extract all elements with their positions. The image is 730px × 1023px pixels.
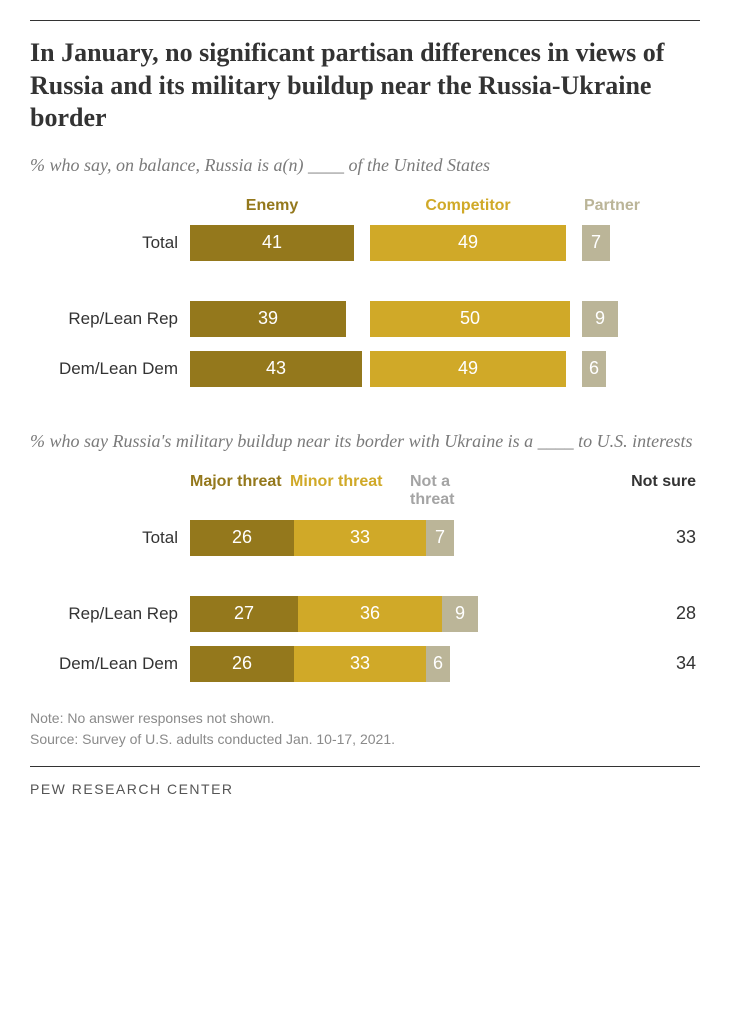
chart1-rows: Total41497Rep/Lean Rep39509Dem/Lean Dem4… xyxy=(30,223,700,389)
row-label: Dem/Lean Dem xyxy=(30,359,190,379)
bar-major: 27 xyxy=(190,596,298,632)
chart-title: In January, no significant partisan diff… xyxy=(30,37,700,135)
chart1-row: Rep/Lean Rep39 50 9 xyxy=(30,299,700,339)
notsure-value: 34 xyxy=(650,653,700,674)
brand: PEW RESEARCH CENTER xyxy=(30,781,700,797)
chart2-row: Rep/Lean Rep27369 28 xyxy=(30,594,700,634)
bar-not: 9 xyxy=(442,596,478,632)
source-text: Source: Survey of U.S. adults conducted … xyxy=(30,729,700,750)
bar-group: 43 49 6 xyxy=(190,351,642,387)
notsure-value: 28 xyxy=(650,603,700,624)
bar-competitor: 49 xyxy=(370,225,566,261)
bar-competitor: 50 xyxy=(370,301,570,337)
header-competitor: Competitor xyxy=(370,197,566,215)
chart2-rows: Total2633733Rep/Lean Rep2736928Dem/Lean … xyxy=(30,518,700,684)
bar-slot: 43 xyxy=(190,351,354,387)
header-partner: Partner xyxy=(582,197,642,215)
bar-group: 41 49 7 xyxy=(190,225,642,261)
bar-slot: 49 xyxy=(370,225,566,261)
header-not: Not a threat xyxy=(410,473,480,510)
bar-slot: 39 xyxy=(190,301,354,337)
bar-minor: 33 xyxy=(294,646,426,682)
chart1-header: Enemy Competitor Partner xyxy=(30,197,700,215)
bar-enemy: 43 xyxy=(190,351,362,387)
bar-minor: 33 xyxy=(294,520,426,556)
row-label: Total xyxy=(30,528,190,548)
row-label: Total xyxy=(30,233,190,253)
row-label: Rep/Lean Rep xyxy=(30,604,190,624)
bar-not: 6 xyxy=(426,646,450,682)
chart1-row: Total41 49 7 xyxy=(30,223,700,263)
bar-minor: 36 xyxy=(298,596,442,632)
bar-group: 39 50 9 xyxy=(190,301,642,337)
chart2-row: Dem/Lean Dem26336 34 xyxy=(30,644,700,684)
bar-slot: 41 xyxy=(190,225,354,261)
note-text: Note: No answer responses not shown. xyxy=(30,708,700,729)
bar-partner: 9 xyxy=(582,301,618,337)
bar-slot: 7 xyxy=(582,225,642,261)
row-label: Dem/Lean Dem xyxy=(30,654,190,674)
chart2-header: Major threat Minor threat Not a threat N… xyxy=(30,473,700,510)
header-major: Major threat xyxy=(190,473,290,510)
chart2-row: Total2633733 xyxy=(30,518,700,558)
bar-major: 26 xyxy=(190,520,294,556)
bar-major: 26 xyxy=(190,646,294,682)
header-spacer xyxy=(30,197,190,215)
chart2-subtitle: % who say Russia's military buildup near… xyxy=(30,429,700,453)
header-spacer-2 xyxy=(30,473,190,510)
row-label: Rep/Lean Rep xyxy=(30,309,190,329)
chart2: Major threat Minor threat Not a threat N… xyxy=(30,473,700,684)
bar-competitor: 49 xyxy=(370,351,566,387)
bar-slot: 50 xyxy=(370,301,566,337)
bar-enemy: 39 xyxy=(190,301,346,337)
footnotes: Note: No answer responses not shown. Sou… xyxy=(30,708,700,750)
stack-wrap: 2633733 xyxy=(190,520,700,556)
bar-stack: 27369 xyxy=(190,596,478,632)
bar-slot: 49 xyxy=(370,351,566,387)
header-minor: Minor threat xyxy=(290,473,410,510)
bar-not: 7 xyxy=(426,520,454,556)
bar-stack: 26337 xyxy=(190,520,454,556)
top-rule xyxy=(30,20,700,21)
header-enemy: Enemy xyxy=(190,197,354,215)
chart1: Enemy Competitor Partner Total41 49 7 Rep/L… xyxy=(30,197,700,389)
stack-wrap: 26336 34 xyxy=(190,646,700,682)
bar-slot: 9 xyxy=(582,301,642,337)
bar-slot: 6 xyxy=(582,351,642,387)
bar-enemy: 41 xyxy=(190,225,354,261)
bar-partner: 7 xyxy=(582,225,610,261)
header-notsure: Not sure xyxy=(631,473,700,510)
chart1-subtitle: % who say, on balance, Russia is a(n) __… xyxy=(30,153,700,177)
notsure-value: 33 xyxy=(650,527,700,548)
bar-partner: 6 xyxy=(582,351,606,387)
chart1-row: Dem/Lean Dem43 49 6 xyxy=(30,349,700,389)
stack-wrap: 27369 28 xyxy=(190,596,700,632)
bar-stack: 26336 xyxy=(190,646,450,682)
footer-rule: PEW RESEARCH CENTER xyxy=(30,766,700,797)
